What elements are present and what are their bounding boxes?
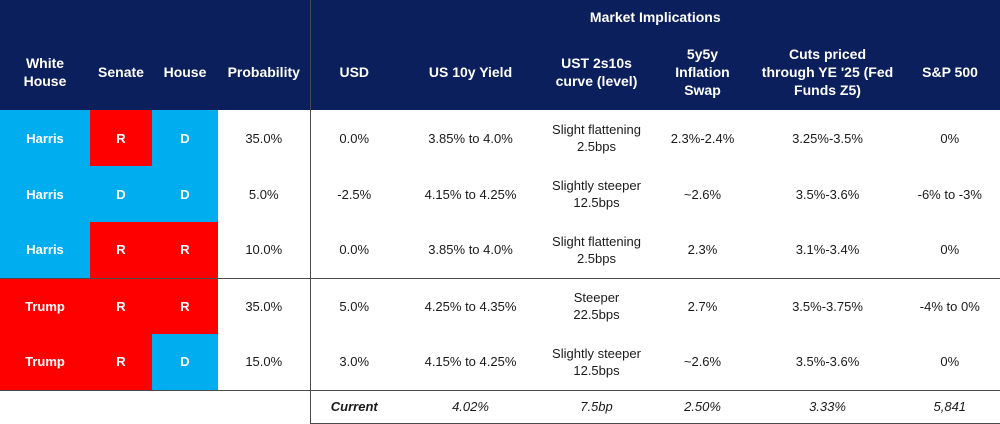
curve-line1: Slight flattening xyxy=(552,122,641,137)
header-curve: UST 2s10s curve (level) xyxy=(543,34,650,110)
curve-line2: 2.5bps xyxy=(576,250,617,266)
cell-current-inflation: 2.50% xyxy=(650,389,755,424)
cell-curve: Slight flattening 2.5bps xyxy=(543,222,650,278)
curve-line1: Slight flattening xyxy=(552,233,641,249)
cell-house: D xyxy=(152,166,218,222)
cell-house: R xyxy=(152,277,218,334)
cell-white-house: Trump xyxy=(0,334,90,390)
cell-inflation: 2.7% xyxy=(650,277,755,334)
cell-sp500: -6% to -3% xyxy=(900,166,1000,222)
cell-probability: 35.0% xyxy=(245,130,283,146)
cell-white-house: Harris xyxy=(0,110,90,166)
table-row: Trump R D 15.0% 3.0% 4.15% to 4.25% Slig… xyxy=(0,334,1000,390)
cell-usd: 0.0% xyxy=(309,222,398,278)
curve-line2: 12.5bps xyxy=(573,195,620,210)
cell-sp500: -4% to 0% xyxy=(900,277,1000,334)
cell-senate: R xyxy=(90,222,152,278)
cell-cuts: 3.5%-3.6% xyxy=(795,354,860,370)
header-inflation: 5y5y Inflation Swap xyxy=(650,34,755,110)
cell-probability: 5.0% xyxy=(248,186,279,202)
cell-usd: 3.0% xyxy=(309,334,398,390)
cell-white-house: Harris xyxy=(0,166,90,222)
table-row: Harris R R 10.0% 0.0% 3.85% to 4.0% Slig… xyxy=(0,222,1000,278)
cell-senate: D xyxy=(90,166,152,222)
footer-blank xyxy=(0,389,310,423)
cell-cuts: 3.1%-3.4% xyxy=(795,242,860,258)
cell-senate: R xyxy=(90,110,152,166)
curve-line2: 12.5bps xyxy=(573,362,620,378)
header-us10y: US 10y Yield xyxy=(398,34,543,110)
header-sp500: S&P 500 xyxy=(900,34,1000,110)
cell-sp500: 0% xyxy=(900,222,1000,278)
header-white-house: White House xyxy=(0,34,90,110)
cell-curve: Slight flattening 2.5bps xyxy=(543,110,650,166)
table-row: Trump R R 35.0% 5.0% 4.25% to 4.35% Stee… xyxy=(0,277,1000,334)
cell-senate: R xyxy=(90,334,152,390)
cell-probability: 15.0% xyxy=(245,354,283,370)
cell-current-cuts: 3.33% xyxy=(755,389,900,424)
cell-cuts: 3.5%-3.75% xyxy=(755,277,900,334)
cell-current-label: Current xyxy=(309,389,398,424)
header-market-implications: Market Implications xyxy=(309,0,1000,34)
header-senate: Senate xyxy=(90,34,152,110)
cell-house: R xyxy=(152,222,218,278)
cell-us10y: 4.15% to 4.25% xyxy=(424,354,517,370)
cell-current-sp500: 5,841 xyxy=(900,389,1000,424)
cell-cuts: 3.5%-3.6% xyxy=(795,186,860,202)
cell-sp500: 0% xyxy=(900,334,1000,390)
cell-us10y: 4.15% to 4.25% xyxy=(424,186,517,202)
curve-line1: Slightly steeper xyxy=(552,345,641,361)
cell-inflation: 2.3%-2.4% xyxy=(670,130,735,146)
cell-curve: Slightly steeper 12.5bps xyxy=(543,334,650,390)
cell-current-us10y: 4.02% xyxy=(398,389,543,424)
curve-line1: Steeper xyxy=(573,290,620,306)
cell-inflation: 2.3% xyxy=(687,242,718,258)
table-row: Harris R D 35.0% 0.0% 3.85% to 4.0% Slig… xyxy=(0,110,1000,166)
cell-senate: R xyxy=(90,277,152,334)
cell-white-house: Harris xyxy=(0,222,90,278)
cell-usd: -2.5% xyxy=(309,166,398,222)
cell-us10y: 4.25% to 4.35% xyxy=(398,277,543,334)
cell-inflation: ~2.6% xyxy=(683,354,722,370)
cell-cuts: 3.25%-3.5% xyxy=(792,130,863,146)
curve-line2: 22.5bps xyxy=(573,307,620,323)
cell-curve: Slightly steeper 12.5bps xyxy=(543,166,650,222)
cell-house: D xyxy=(152,334,218,390)
header-house: House xyxy=(152,34,218,110)
cell-house: D xyxy=(152,110,218,166)
current-row: Current 4.02% 7.5bp 2.50% 3.33% 5,841 xyxy=(0,389,1000,424)
table-row: Harris D D 5.0% -2.5% 4.15% to 4.25% Sli… xyxy=(0,166,1000,222)
cell-sp500: 0% xyxy=(900,110,1000,166)
cell-current-curve: 7.5bp xyxy=(543,389,650,424)
header-blank xyxy=(0,0,310,34)
cell-usd: 0.0% xyxy=(309,110,398,166)
cell-white-house: Trump xyxy=(0,277,90,334)
curve-line1: Slightly steeper xyxy=(552,178,641,193)
cell-probability: 10.0% xyxy=(245,242,283,258)
header-probability: Probability xyxy=(218,34,310,110)
header-usd: USD xyxy=(309,34,398,110)
cell-probability: 35.0% xyxy=(218,277,310,334)
cell-curve: Steeper 22.5bps xyxy=(543,277,650,334)
curve-line2: 2.5bps xyxy=(576,139,617,154)
header-cuts: Cuts priced through YE '25 (Fed Funds Z5… xyxy=(755,34,900,110)
cell-us10y: 3.85% to 4.0% xyxy=(428,130,513,146)
cell-usd: 5.0% xyxy=(309,277,398,334)
cell-us10y: 3.85% to 4.0% xyxy=(428,242,513,258)
cell-inflation: ~2.6% xyxy=(683,186,722,202)
